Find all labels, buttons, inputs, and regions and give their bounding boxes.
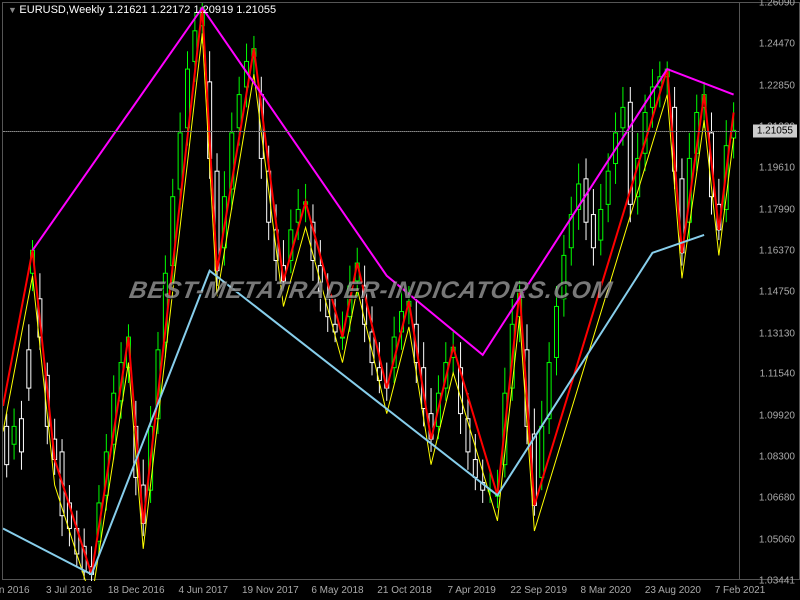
x-axis: 25 Jan 2016 3 Jul 2016 18 Dec 2016 4 Jun 20… — [2, 580, 740, 600]
x-tick-label: 19 Nov 2017 — [242, 585, 299, 596]
x-tick-label: 7 Feb 2021 — [715, 585, 766, 596]
y-tick-label: 1.24470 — [759, 39, 795, 50]
current-price-label: 1.21055 — [753, 125, 797, 138]
y-tick-label: 1.22850 — [759, 80, 795, 91]
x-tick-label: 21 Oct 2018 — [377, 585, 431, 596]
x-tick-label: 25 Jan 2016 — [0, 585, 30, 596]
y-tick-label: 1.09920 — [759, 410, 795, 421]
current-price-line — [3, 131, 739, 132]
y-tick-label: 1.06680 — [759, 493, 795, 504]
x-tick-label: 23 Aug 2020 — [645, 585, 701, 596]
x-tick-label: 6 May 2018 — [311, 585, 363, 596]
x-tick-label: 8 Mar 2020 — [581, 585, 632, 596]
y-tick-label: 1.08300 — [759, 451, 795, 462]
y-tick-label: 1.13130 — [759, 328, 795, 339]
y-tick-label: 1.11540 — [760, 369, 795, 380]
x-tick-label: 3 Jul 2016 — [46, 585, 92, 596]
y-tick-label: 1.19610 — [759, 163, 795, 174]
y-tick-label: 1.26090 — [759, 0, 795, 9]
x-tick-label: 18 Dec 2016 — [108, 585, 165, 596]
y-tick-label: 1.14750 — [759, 287, 795, 298]
y-axis: 1.21055 1.260901.244701.228501.212301.19… — [740, 2, 800, 580]
x-tick-label: 4 Jun 2017 — [179, 585, 229, 596]
y-tick-label: 1.16370 — [759, 246, 795, 257]
y-tick-label: 1.17990 — [759, 204, 795, 215]
chart-title: EURUSD,Weekly 1.21621 1.22172 1.20919 1.… — [8, 4, 276, 16]
y-tick-label: 1.05060 — [759, 534, 795, 545]
chart-plot-area[interactable]: BEST-METATRADER-INDICATORS.COM — [2, 2, 740, 580]
chart-canvas — [3, 3, 741, 581]
x-tick-label: 7 Apr 2019 — [447, 585, 495, 596]
x-tick-label: 22 Sep 2019 — [510, 585, 567, 596]
chart-container: EURUSD,Weekly 1.21621 1.22172 1.20919 1.… — [0, 0, 800, 600]
